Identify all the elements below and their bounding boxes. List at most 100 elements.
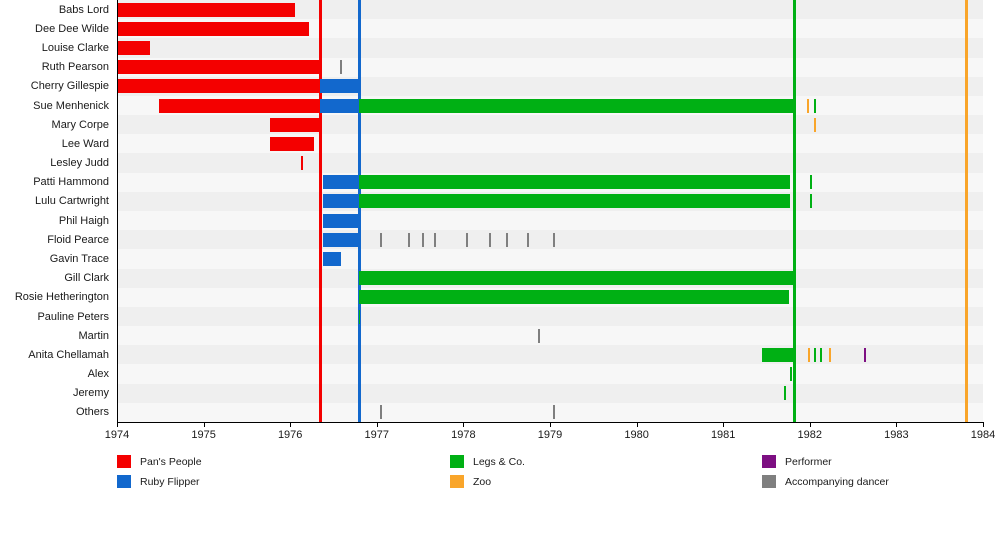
- gantt-marker: [809, 175, 812, 190]
- row-band: [117, 345, 983, 365]
- gantt-bar: [359, 194, 790, 209]
- gantt-marker: [552, 232, 555, 247]
- gantt-bar: [117, 79, 320, 94]
- x-axis-tick: [376, 422, 378, 427]
- gantt-marker: [828, 347, 831, 362]
- era-line-ruby-flipper-ends: [358, 0, 362, 422]
- x-axis-tick: [809, 422, 811, 427]
- x-axis-tick-label-1983: 1983: [884, 429, 909, 441]
- y-axis-label-babs-lord: Babs Lord: [58, 3, 109, 16]
- x-axis-tick-label-1981: 1981: [710, 429, 736, 441]
- y-axis-line: [117, 0, 118, 422]
- row-band: [117, 249, 983, 269]
- era-line-pan-s-people-ends: [318, 0, 322, 422]
- x-axis-tick: [290, 422, 292, 427]
- legend-label: Performer: [785, 455, 832, 468]
- legend-swatch-icon: [450, 475, 464, 488]
- y-axis-label-jeremy: Jeremy: [72, 387, 109, 400]
- gantt-bar: [158, 98, 320, 113]
- row-band: [117, 211, 983, 231]
- row-band: [117, 0, 983, 20]
- y-axis-label-anita-chellamah: Anita Chellamah: [28, 348, 109, 361]
- gantt-marker: [505, 232, 508, 247]
- gantt-bar: [270, 117, 320, 132]
- gantt-bar: [319, 98, 360, 113]
- gantt-marker: [537, 328, 540, 343]
- gantt-marker: [864, 347, 867, 362]
- y-axis-label-floid-pearce: Floid Pearce: [47, 233, 109, 246]
- gantt-bar: [117, 21, 310, 36]
- x-axis-tick-label-1980: 1980: [624, 429, 649, 441]
- x-axis-tick: [896, 422, 898, 427]
- gantt-marker: [465, 232, 468, 247]
- legend-item-legs-co-[interactable]: Legs & Co.: [450, 455, 525, 468]
- row-band: [117, 364, 983, 384]
- y-axis-label-patti-hammond: Patti Hammond: [33, 176, 109, 189]
- y-axis-label-lesley-judd: Lesley Judd: [50, 157, 109, 170]
- gantt-bar: [359, 98, 795, 113]
- x-axis-tick: [463, 422, 465, 427]
- gantt-marker: [809, 194, 812, 209]
- gantt-bar: [359, 271, 795, 286]
- gantt-marker: [807, 98, 810, 113]
- gantt-marker: [301, 156, 304, 171]
- gantt-bar: [762, 347, 795, 362]
- y-axis-label-dee-dee-wilde: Dee Dee Wilde: [35, 22, 109, 35]
- legend-label: Accompanying dancer: [785, 475, 889, 488]
- gantt-marker: [340, 60, 343, 75]
- gantt-marker: [433, 232, 436, 247]
- gantt-marker: [421, 232, 424, 247]
- x-axis-tick: [636, 422, 638, 427]
- gantt-bar: [323, 213, 360, 228]
- row-band: [117, 306, 983, 327]
- legend-swatch-icon: [117, 475, 131, 488]
- y-axis-label-ruth-pearson: Ruth Pearson: [41, 61, 109, 74]
- x-axis-tick-label-1976: 1976: [277, 429, 303, 441]
- row-band: [117, 115, 983, 135]
- plot-area: [117, 0, 983, 422]
- y-axis-label-gill-clark: Gill Clark: [64, 272, 109, 285]
- legend-item-zoo[interactable]: Zoo: [450, 475, 491, 488]
- y-axis-labels: Babs Lord Dee Dee Wilde Louise Clarke Ruth …: [0, 0, 113, 422]
- gantt-bar: [359, 175, 790, 190]
- x-axis-tick: [117, 422, 118, 427]
- y-axis-label-pauline-peters: Pauline Peters: [37, 310, 109, 323]
- x-axis-tick-label-1984: 1984: [970, 429, 996, 441]
- gantt-marker: [814, 117, 817, 132]
- row-band: [117, 402, 983, 422]
- gantt-bar: [323, 251, 342, 266]
- legend-label: Ruby Flipper: [140, 475, 200, 488]
- row-band: [117, 38, 983, 58]
- chart-legend: Pan's People Ruby Flipper Legs & Co. Zoo Per…: [0, 455, 1000, 515]
- y-axis-label-lulu-cartwright: Lulu Cartwright: [35, 195, 109, 208]
- x-axis-tick-label-1979: 1979: [537, 429, 563, 441]
- gantt-bar: [117, 2, 295, 17]
- y-axis-label-phil-haigh: Phil Haigh: [58, 214, 109, 227]
- legend-item-ruby-flipper[interactable]: Ruby Flipper: [117, 475, 200, 488]
- legend-swatch-icon: [762, 475, 776, 488]
- gantt-marker: [489, 232, 492, 247]
- row-band: [117, 326, 983, 346]
- y-axis-label-others: Others: [75, 406, 109, 419]
- gantt-bar: [359, 290, 789, 305]
- era-line-legs-co-ends: [793, 0, 797, 422]
- y-axis-label-cherry-gillespie: Cherry Gillespie: [30, 80, 109, 93]
- legend-item-pan-s-people[interactable]: Pan's People: [117, 455, 202, 468]
- legend-label: Legs & Co.: [473, 455, 525, 468]
- gantt-marker: [783, 386, 786, 401]
- y-axis-label-mary-corpe: Mary Corpe: [51, 118, 109, 131]
- legend-item-performer[interactable]: Performer: [762, 455, 832, 468]
- x-axis-tick-label-1977: 1977: [364, 429, 390, 441]
- x-axis-tick-label-1975: 1975: [191, 429, 216, 441]
- gantt-bar: [323, 175, 360, 190]
- gantt-bar: [117, 60, 320, 75]
- x-axis-tick: [203, 422, 205, 427]
- gantt-marker: [552, 405, 555, 420]
- y-axis-label-lee-ward: Lee Ward: [61, 137, 109, 150]
- legend-label: Pan's People: [140, 455, 202, 468]
- legend-item-accompanying-dancer[interactable]: Accompanying dancer: [762, 475, 889, 488]
- gantt-marker: [789, 367, 792, 382]
- x-axis-tick-label-1974: 1974: [104, 429, 130, 441]
- gantt-marker: [380, 232, 383, 247]
